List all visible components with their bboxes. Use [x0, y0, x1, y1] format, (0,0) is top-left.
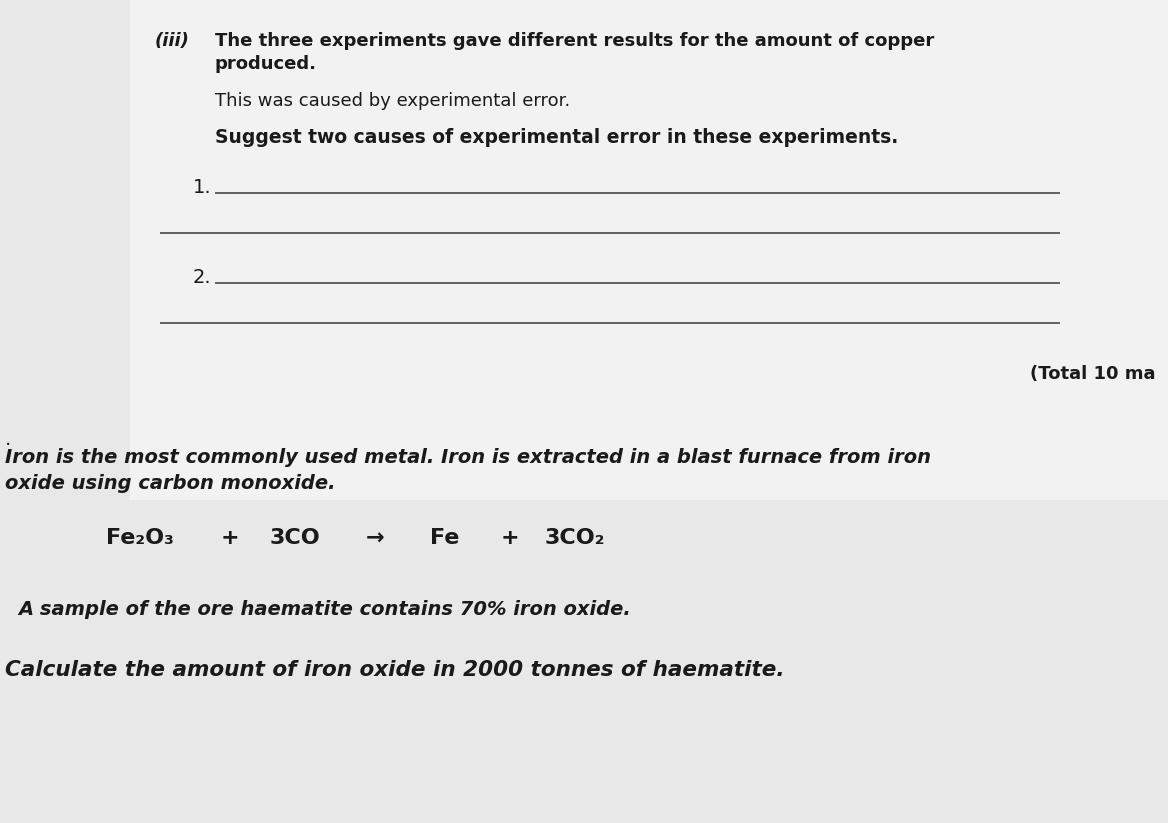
Text: The three experiments gave different results for the amount of copper: The three experiments gave different res… — [215, 32, 934, 50]
Text: (iii): (iii) — [155, 32, 190, 50]
Text: A sample of the ore haematite contains 70% iron oxide.: A sample of the ore haematite contains 7… — [18, 600, 631, 619]
Text: 3CO₂: 3CO₂ — [544, 528, 605, 548]
Text: Iron is the most commonly used metal. Iron is extracted in a blast furnace from : Iron is the most commonly used metal. Ir… — [5, 448, 931, 467]
Text: Fe: Fe — [430, 528, 460, 548]
Text: 2.: 2. — [193, 268, 211, 287]
Text: (Total 10 ma: (Total 10 ma — [1029, 365, 1155, 383]
Text: +: + — [221, 528, 239, 548]
Text: 1.: 1. — [193, 178, 211, 197]
Text: →: → — [366, 528, 384, 548]
Text: produced.: produced. — [215, 55, 317, 73]
Text: oxide using carbon monoxide.: oxide using carbon monoxide. — [5, 474, 335, 493]
Text: Calculate the amount of iron oxide in 2000 tonnes of haematite.: Calculate the amount of iron oxide in 20… — [5, 660, 785, 680]
Text: This was caused by experimental error.: This was caused by experimental error. — [215, 92, 570, 110]
Bar — [130, 0, 1168, 500]
Text: +: + — [501, 528, 520, 548]
Text: Suggest two causes of experimental error in these experiments.: Suggest two causes of experimental error… — [215, 128, 898, 147]
Text: Fe₂O₃: Fe₂O₃ — [106, 528, 174, 548]
Text: 3CO: 3CO — [270, 528, 320, 548]
Text: .: . — [5, 430, 12, 449]
